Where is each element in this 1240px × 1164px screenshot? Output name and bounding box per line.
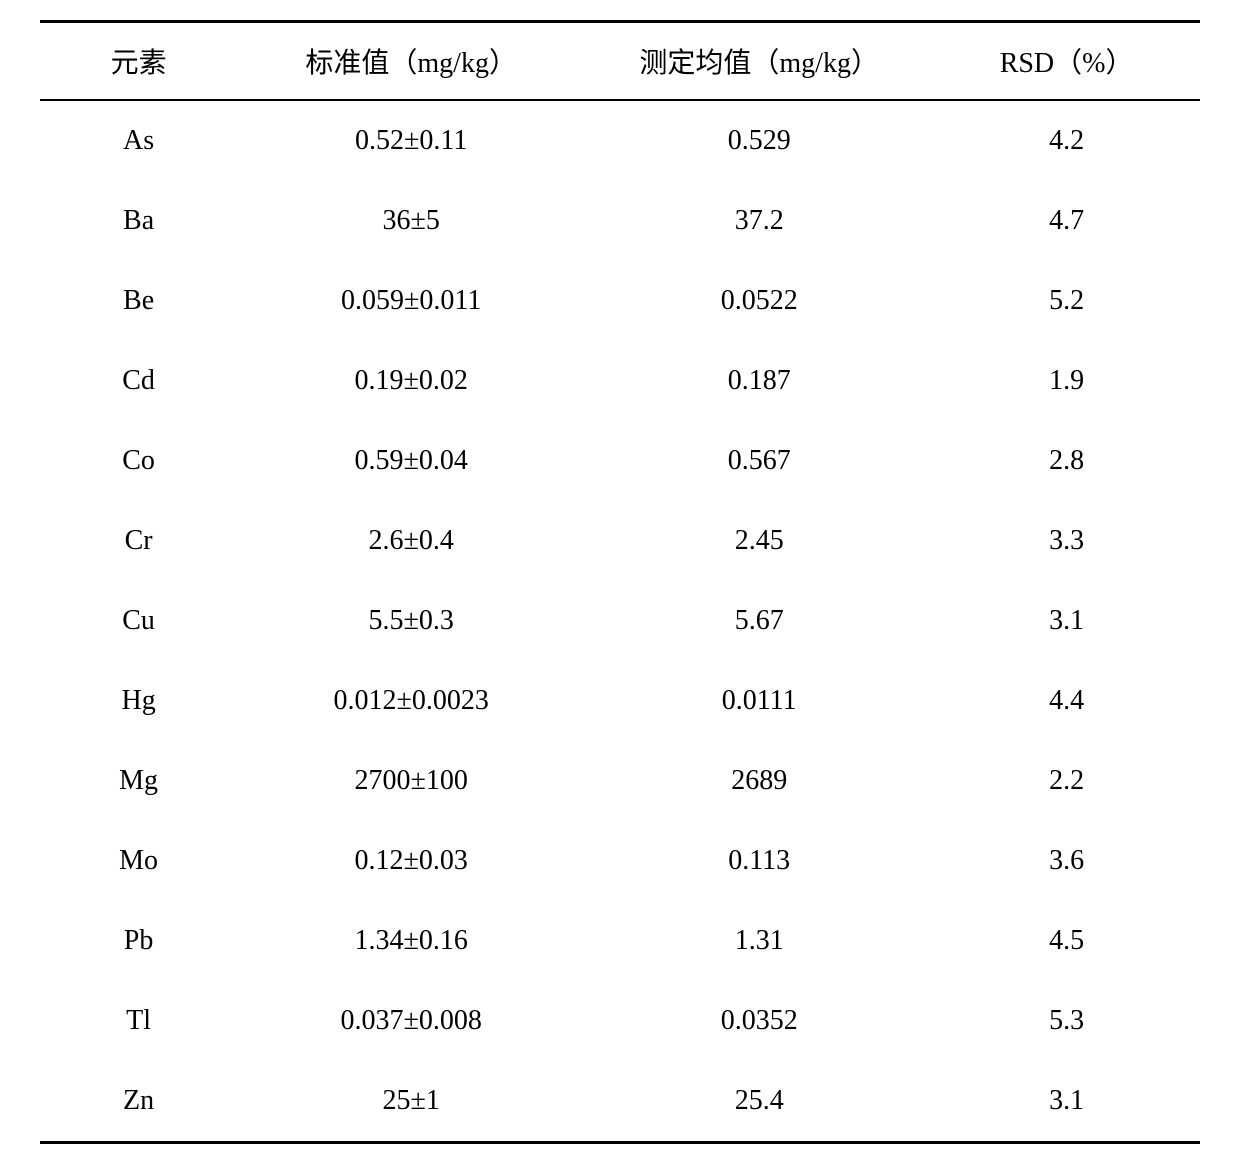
cell-standard: 1.34±0.16 [237, 901, 585, 981]
table-row: Cr 2.6±0.4 2.45 3.3 [40, 501, 1200, 581]
cell-standard: 5.5±0.3 [237, 581, 585, 661]
cell-standard: 0.037±0.008 [237, 981, 585, 1061]
cell-measured: 5.67 [585, 581, 933, 661]
table-body: As 0.52±0.11 0.529 4.2 Ba 36±5 37.2 4.7 … [40, 100, 1200, 1143]
cell-measured: 25.4 [585, 1061, 933, 1143]
cell-measured: 0.529 [585, 100, 933, 181]
cell-measured: 0.0352 [585, 981, 933, 1061]
table-row: Hg 0.012±0.0023 0.0111 4.4 [40, 661, 1200, 741]
cell-standard: 0.52±0.11 [237, 100, 585, 181]
column-header-element: 元素 [40, 22, 237, 101]
table-row: Zn 25±1 25.4 3.1 [40, 1061, 1200, 1143]
cell-measured: 0.0111 [585, 661, 933, 741]
cell-rsd: 5.2 [933, 261, 1200, 341]
cell-rsd: 4.2 [933, 100, 1200, 181]
cell-measured: 1.31 [585, 901, 933, 981]
cell-rsd: 2.2 [933, 741, 1200, 821]
table-header-row: 元素 标准值（mg/kg） 测定均值（mg/kg） RSD（%） [40, 22, 1200, 101]
cell-rsd: 4.5 [933, 901, 1200, 981]
table-row: Tl 0.037±0.008 0.0352 5.3 [40, 981, 1200, 1061]
cell-measured: 0.567 [585, 421, 933, 501]
cell-standard: 0.59±0.04 [237, 421, 585, 501]
cell-element: Mg [40, 741, 237, 821]
cell-standard: 25±1 [237, 1061, 585, 1143]
cell-element: Co [40, 421, 237, 501]
cell-rsd: 5.3 [933, 981, 1200, 1061]
cell-standard: 36±5 [237, 181, 585, 261]
cell-standard: 0.12±0.03 [237, 821, 585, 901]
cell-standard: 2700±100 [237, 741, 585, 821]
cell-measured: 37.2 [585, 181, 933, 261]
cell-element: Zn [40, 1061, 237, 1143]
cell-standard: 0.059±0.011 [237, 261, 585, 341]
cell-rsd: 4.4 [933, 661, 1200, 741]
cell-element: Ba [40, 181, 237, 261]
cell-rsd: 3.1 [933, 581, 1200, 661]
cell-measured: 0.0522 [585, 261, 933, 341]
table-row: Cd 0.19±0.02 0.187 1.9 [40, 341, 1200, 421]
cell-element: Cd [40, 341, 237, 421]
cell-element: Pb [40, 901, 237, 981]
table-row: As 0.52±0.11 0.529 4.2 [40, 100, 1200, 181]
cell-element: Mo [40, 821, 237, 901]
table-row: Cu 5.5±0.3 5.67 3.1 [40, 581, 1200, 661]
cell-rsd: 3.3 [933, 501, 1200, 581]
cell-measured: 0.113 [585, 821, 933, 901]
cell-element: Tl [40, 981, 237, 1061]
cell-element: As [40, 100, 237, 181]
cell-measured: 2689 [585, 741, 933, 821]
table-row: Mg 2700±100 2689 2.2 [40, 741, 1200, 821]
cell-element: Cu [40, 581, 237, 661]
cell-standard: 2.6±0.4 [237, 501, 585, 581]
table-row: Co 0.59±0.04 0.567 2.8 [40, 421, 1200, 501]
table-row: Mo 0.12±0.03 0.113 3.6 [40, 821, 1200, 901]
column-header-rsd: RSD（%） [933, 22, 1200, 101]
element-analysis-table: 元素 标准值（mg/kg） 测定均值（mg/kg） RSD（%） As 0.52… [40, 20, 1200, 1144]
cell-measured: 0.187 [585, 341, 933, 421]
cell-rsd: 3.1 [933, 1061, 1200, 1143]
cell-standard: 0.012±0.0023 [237, 661, 585, 741]
cell-element: Be [40, 261, 237, 341]
cell-rsd: 3.6 [933, 821, 1200, 901]
cell-rsd: 4.7 [933, 181, 1200, 261]
column-header-measured: 测定均值（mg/kg） [585, 22, 933, 101]
cell-rsd: 1.9 [933, 341, 1200, 421]
cell-measured: 2.45 [585, 501, 933, 581]
cell-element: Cr [40, 501, 237, 581]
cell-standard: 0.19±0.02 [237, 341, 585, 421]
column-header-standard: 标准值（mg/kg） [237, 22, 585, 101]
cell-element: Hg [40, 661, 237, 741]
table-row: Ba 36±5 37.2 4.7 [40, 181, 1200, 261]
table-row: Be 0.059±0.011 0.0522 5.2 [40, 261, 1200, 341]
cell-rsd: 2.8 [933, 421, 1200, 501]
table-row: Pb 1.34±0.16 1.31 4.5 [40, 901, 1200, 981]
